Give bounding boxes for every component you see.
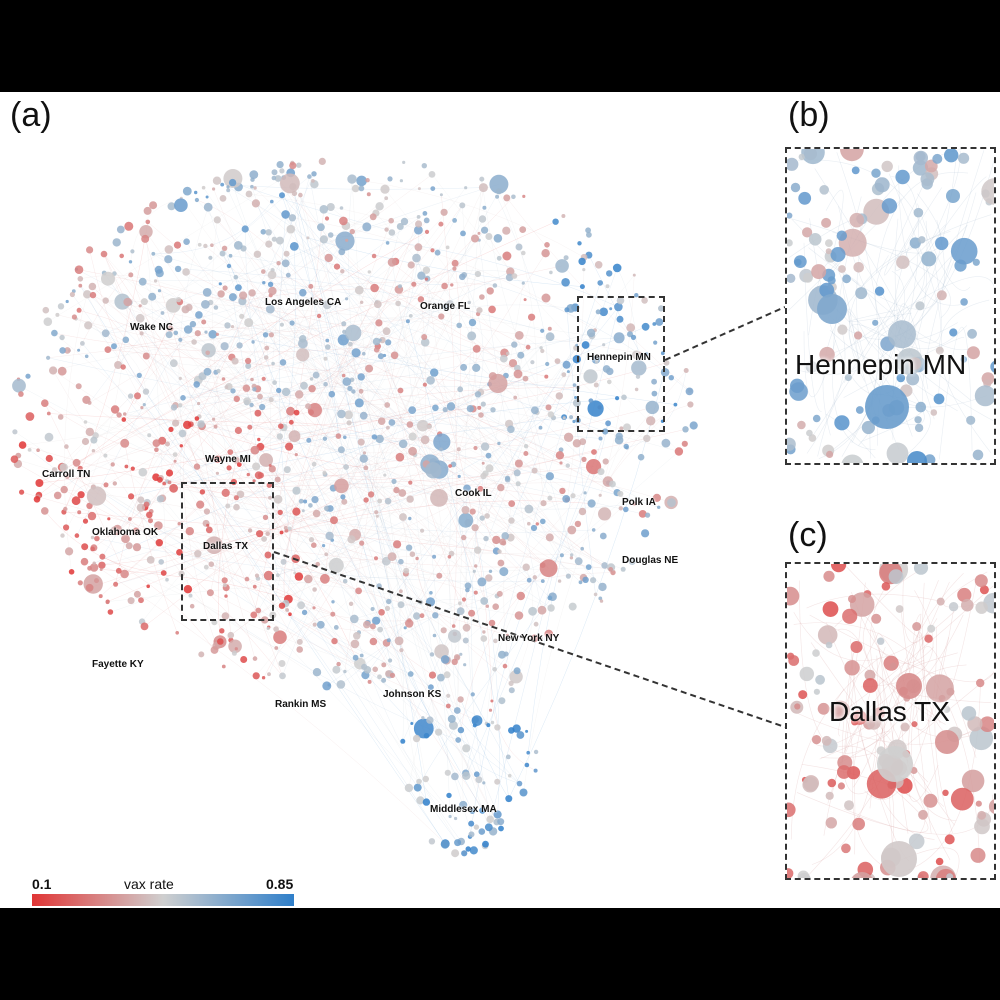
network-nodes: [10, 157, 698, 858]
label-cook: Cook IL: [455, 488, 492, 499]
label-dallas: Dallas TX: [203, 541, 249, 552]
connector-lines: [273, 306, 786, 728]
label-orange: Orange FL: [420, 301, 471, 312]
panel-label-c: (c): [788, 516, 828, 554]
label-new-york: New York NY: [498, 633, 560, 644]
inset-b-label: Hennepin MN: [795, 349, 967, 380]
label-johnson: Johnson KS: [383, 689, 442, 700]
inset-c-dallas: Dallas TX: [785, 562, 996, 880]
label-oklahoma: Oklahoma OK: [92, 527, 159, 538]
legend-max: 0.85: [266, 876, 294, 892]
label-hennepin: Hennepin MN: [587, 352, 651, 363]
connector-line-b: [664, 306, 786, 361]
panel-label-b: (b): [788, 96, 830, 134]
label-polk: Polk IA: [622, 497, 656, 508]
panel-label-a: (a): [10, 96, 52, 134]
label-carroll: Carroll TN: [42, 469, 91, 480]
label-los-angeles: Los Angeles CA: [265, 297, 342, 308]
legend-title: vax rate: [124, 876, 174, 892]
inset-c-network: [787, 564, 994, 878]
inset-b-hennepin: Hennepin MN: [785, 147, 996, 465]
figure: (a) (b) (c) Los Angeles CA Orange FL Wak…: [0, 92, 1000, 908]
label-fayette: Fayette KY: [92, 659, 144, 670]
hennepin-highlight-box: [577, 296, 665, 432]
label-wayne: Wayne MI: [205, 454, 251, 465]
label-rankin: Rankin MS: [275, 699, 327, 710]
dallas-highlight-box: [181, 482, 274, 621]
inset-c-label: Dallas TX: [829, 696, 950, 727]
connector-line-c: [273, 551, 786, 728]
label-douglas: Douglas NE: [622, 555, 679, 566]
network-graph: [10, 157, 698, 858]
label-wake: Wake NC: [130, 322, 173, 333]
inset-b-network: [787, 149, 994, 463]
legend-min: 0.1: [32, 876, 52, 892]
label-middlesex: Middlesex MA: [430, 804, 497, 815]
legend-color-bar: [32, 894, 294, 906]
